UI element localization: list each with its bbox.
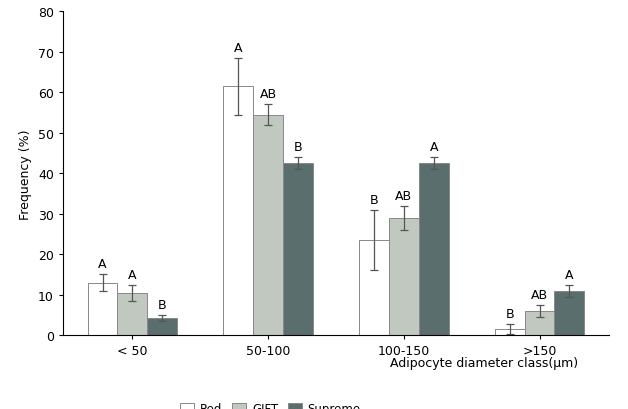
Text: A: A — [128, 268, 137, 281]
Text: A: A — [99, 258, 107, 271]
Bar — [283, 164, 313, 335]
Bar — [495, 329, 524, 335]
Bar — [419, 164, 448, 335]
Bar — [117, 293, 148, 335]
Text: Adipocyte diameter class(μm): Adipocyte diameter class(μm) — [389, 356, 578, 369]
Y-axis label: Frequency (%): Frequency (%) — [19, 129, 32, 219]
Bar — [253, 115, 283, 335]
Bar — [389, 218, 419, 335]
Bar — [524, 311, 555, 335]
Text: AB: AB — [395, 189, 413, 202]
Text: AB: AB — [531, 288, 548, 301]
Bar — [88, 283, 117, 335]
Bar — [555, 291, 584, 335]
Text: A: A — [565, 268, 573, 281]
Text: B: B — [294, 141, 302, 154]
Text: B: B — [506, 308, 514, 320]
Text: A: A — [234, 42, 242, 55]
Bar — [148, 319, 177, 335]
Text: B: B — [370, 193, 378, 206]
Text: B: B — [158, 298, 166, 311]
Legend: Red, GIFT, Supreme: Red, GIFT, Supreme — [175, 398, 365, 409]
Bar — [224, 87, 253, 335]
Text: A: A — [430, 141, 438, 154]
Bar — [359, 240, 389, 335]
Text: AB: AB — [259, 88, 277, 101]
